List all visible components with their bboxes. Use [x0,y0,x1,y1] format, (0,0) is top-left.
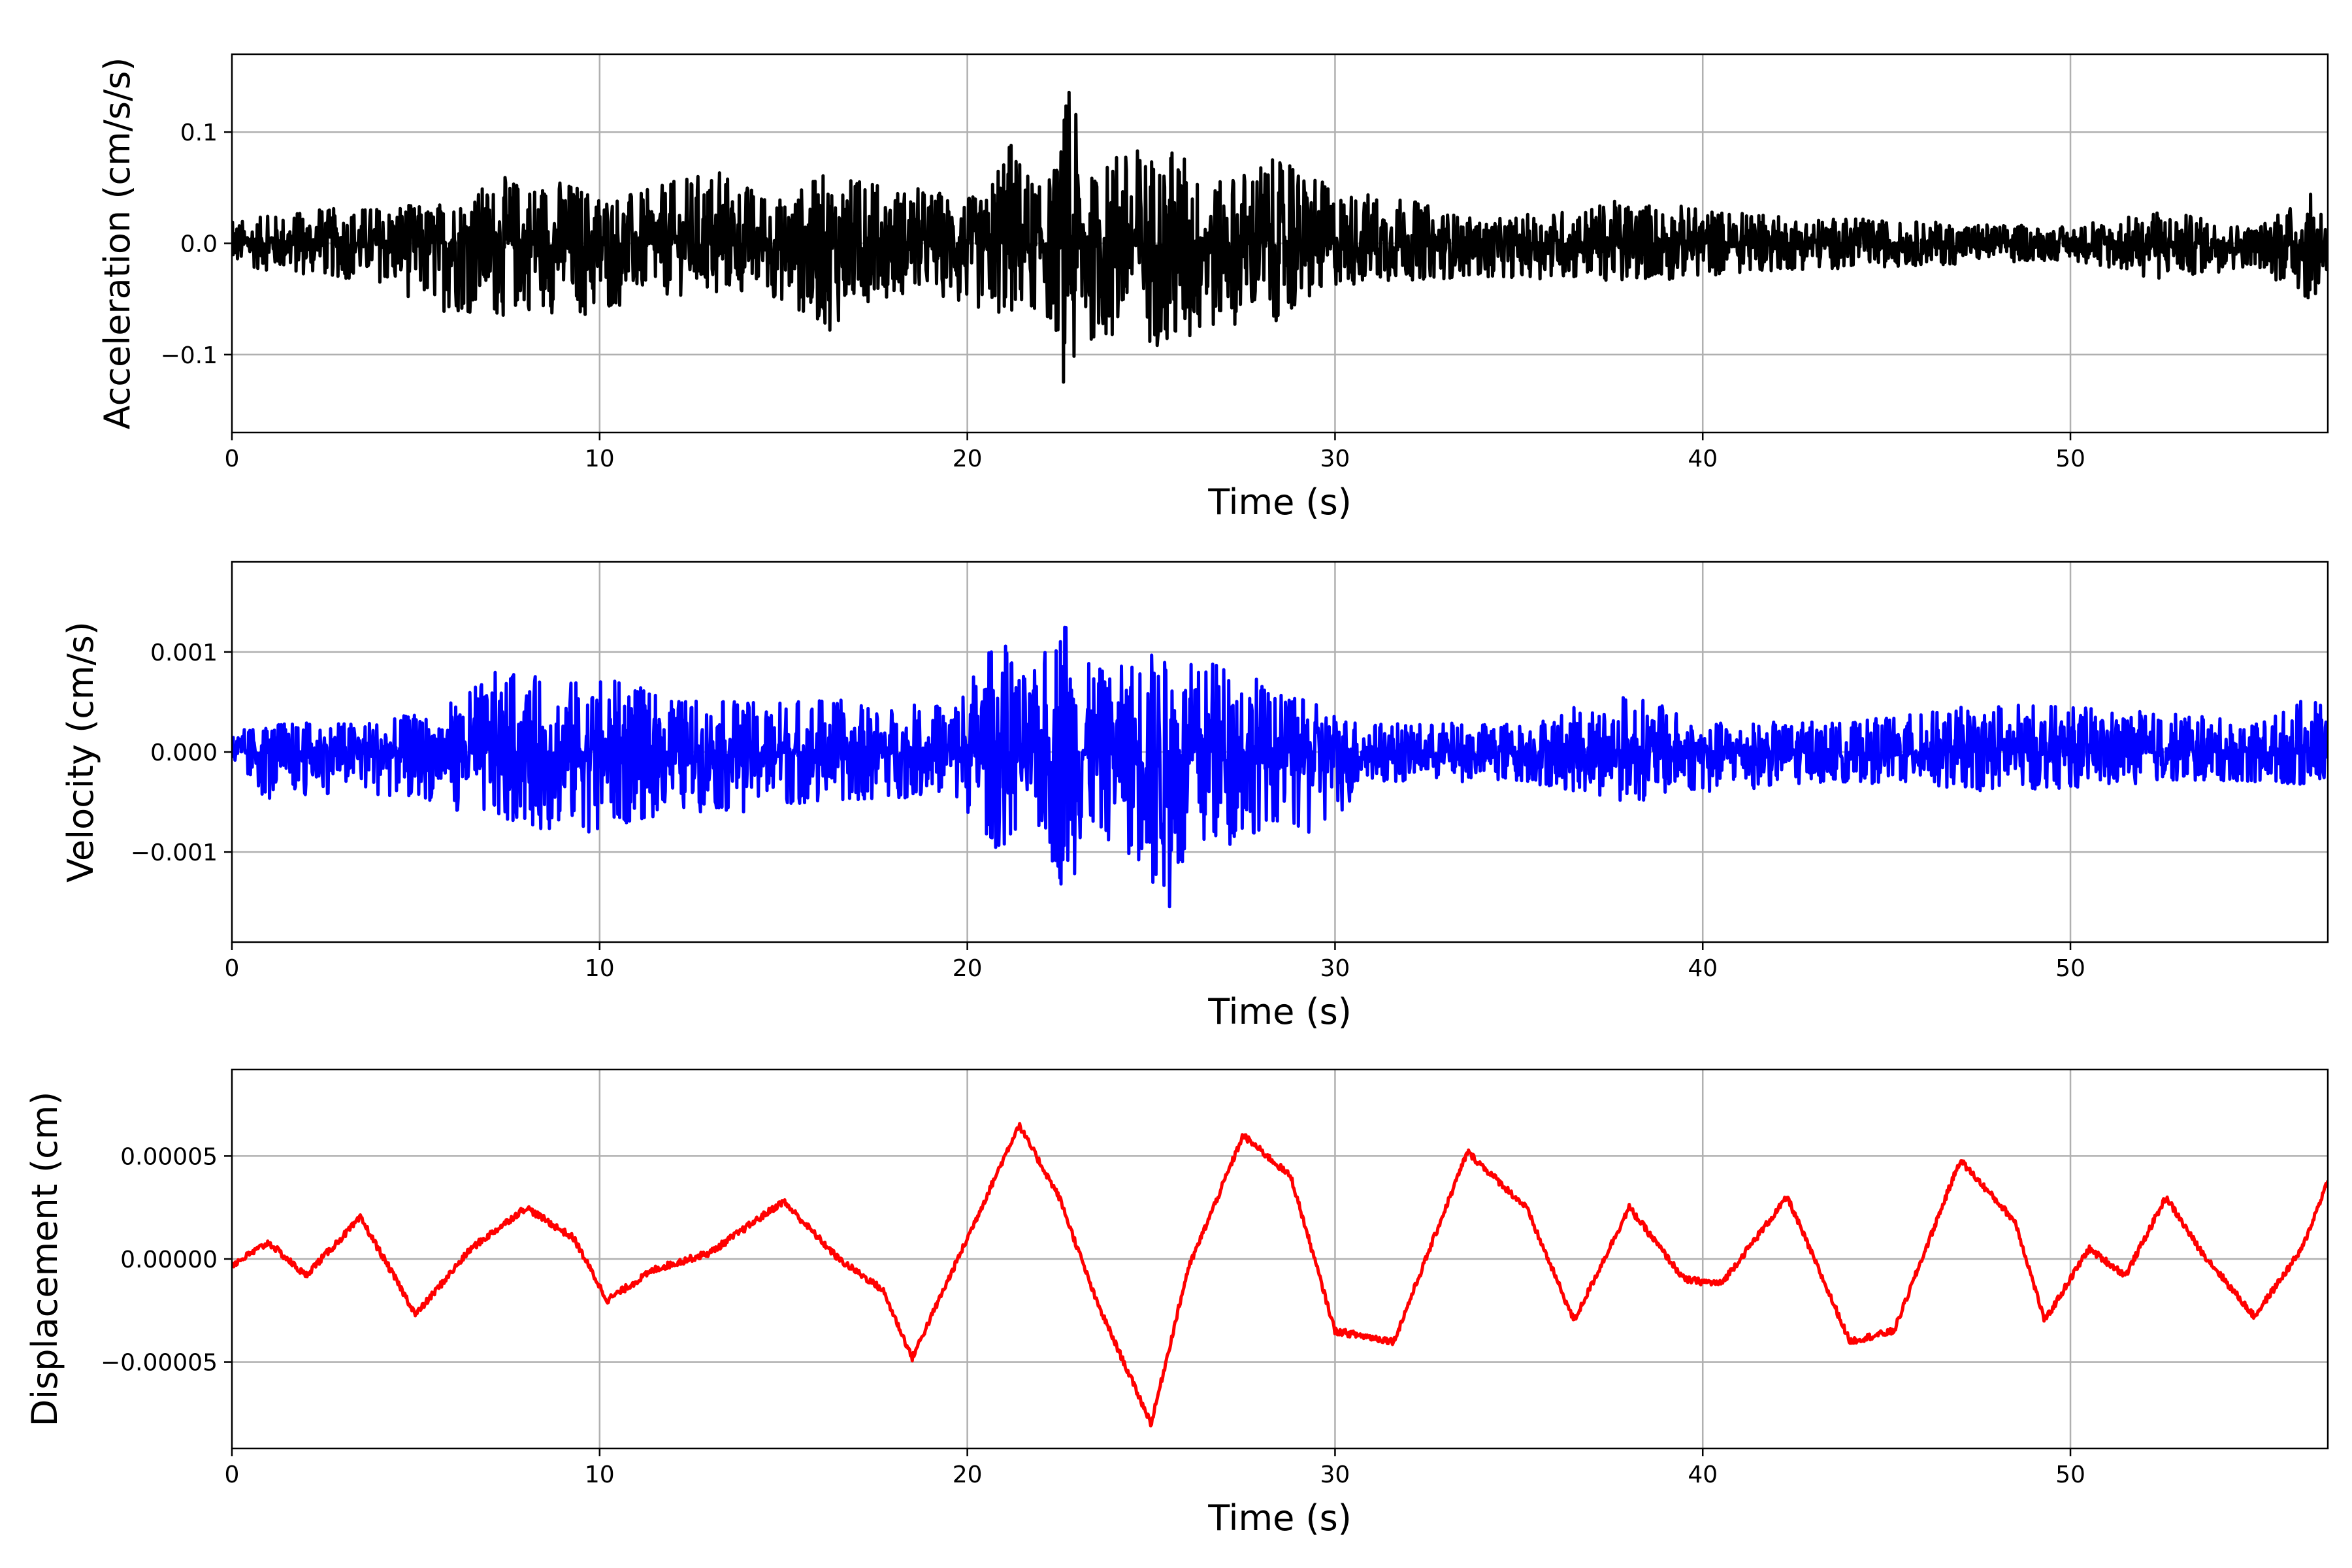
displacement-ticks: 0 10 20 30 40 50 −0.00005 0.00000 0.00005 [101,1143,2085,1488]
velocity-plot-area [232,625,2328,909]
velocity-x-tick-label: 20 [953,955,983,982]
acceleration-x-tick-label: 30 [1320,446,1350,472]
acceleration-y-tick-label: −0.1 [161,342,218,369]
displacement-x-tick-label: 50 [2055,1462,2085,1488]
velocity-y-tick-label: −0.001 [131,840,218,866]
acceleration-y-tick-label: 0.0 [180,231,218,258]
acceleration-ticks: 0 10 20 30 40 50 −0.1 0.0 0.1 [161,120,2085,472]
acceleration-x-tick-label: 40 [1688,446,1718,472]
acceleration-series-line [232,90,2328,384]
acceleration-y-axis-label: Acceleration (cm/s/s) [97,57,138,430]
displacement-x-tick-label: 10 [585,1462,615,1488]
displacement-x-tick-label: 30 [1320,1462,1350,1488]
displacement-plot-area [232,1122,2328,1428]
displacement-x-axis-label: Time (s) [1207,1497,1352,1539]
velocity-series-line [232,625,2328,909]
velocity-x-tick-label: 10 [585,955,615,982]
velocity-y-tick-label: 0.000 [150,740,218,766]
displacement-y-tick-label: −0.00005 [101,1350,218,1377]
acceleration-x-axis-label: Time (s) [1207,482,1352,523]
velocity-x-tick-label: 50 [2055,955,2085,982]
acceleration-y-tick-label: 0.1 [180,120,218,146]
velocity-x-tick-label: 30 [1320,955,1350,982]
acceleration-x-tick-label: 50 [2055,446,2085,472]
velocity-x-axis-label: Time (s) [1207,991,1352,1032]
velocity-y-tick-label: 0.001 [150,640,218,666]
acceleration-plot-area [232,90,2328,384]
displacement-series-line [232,1122,2328,1428]
displacement-x-tick-label: 40 [1688,1462,1718,1488]
velocity-x-tick-label: 0 [225,955,240,982]
velocity-panel: 0 10 20 30 40 50 −0.001 0.000 0.001 Time (s) Vel… [60,561,2329,1032]
acceleration-x-tick-label: 10 [585,446,615,472]
displacement-grid [232,1070,2328,1448]
displacement-y-axis-label: Displacement (cm) [24,1092,65,1427]
displacement-panel: 0 10 20 30 40 50 −0.00005 0.00000 0.00005 Time (… [24,1068,2329,1539]
acceleration-panel: 0 10 20 30 40 50 −0.1 0.0 0.1 Time (s) Accelerat… [97,53,2329,523]
displacement-y-tick-label: 0.00005 [120,1143,218,1170]
displacement-x-tick-label: 0 [225,1462,240,1488]
acceleration-x-tick-label: 20 [953,446,983,472]
velocity-ticks: 0 10 20 30 40 50 −0.001 0.000 0.001 [131,640,2085,982]
displacement-x-tick-label: 20 [953,1462,983,1488]
displacement-y-tick-label: 0.00000 [120,1247,218,1273]
velocity-y-axis-label: Velocity (cm/s) [60,621,101,883]
velocity-x-tick-label: 40 [1688,955,1718,982]
acceleration-x-tick-label: 0 [225,446,240,472]
